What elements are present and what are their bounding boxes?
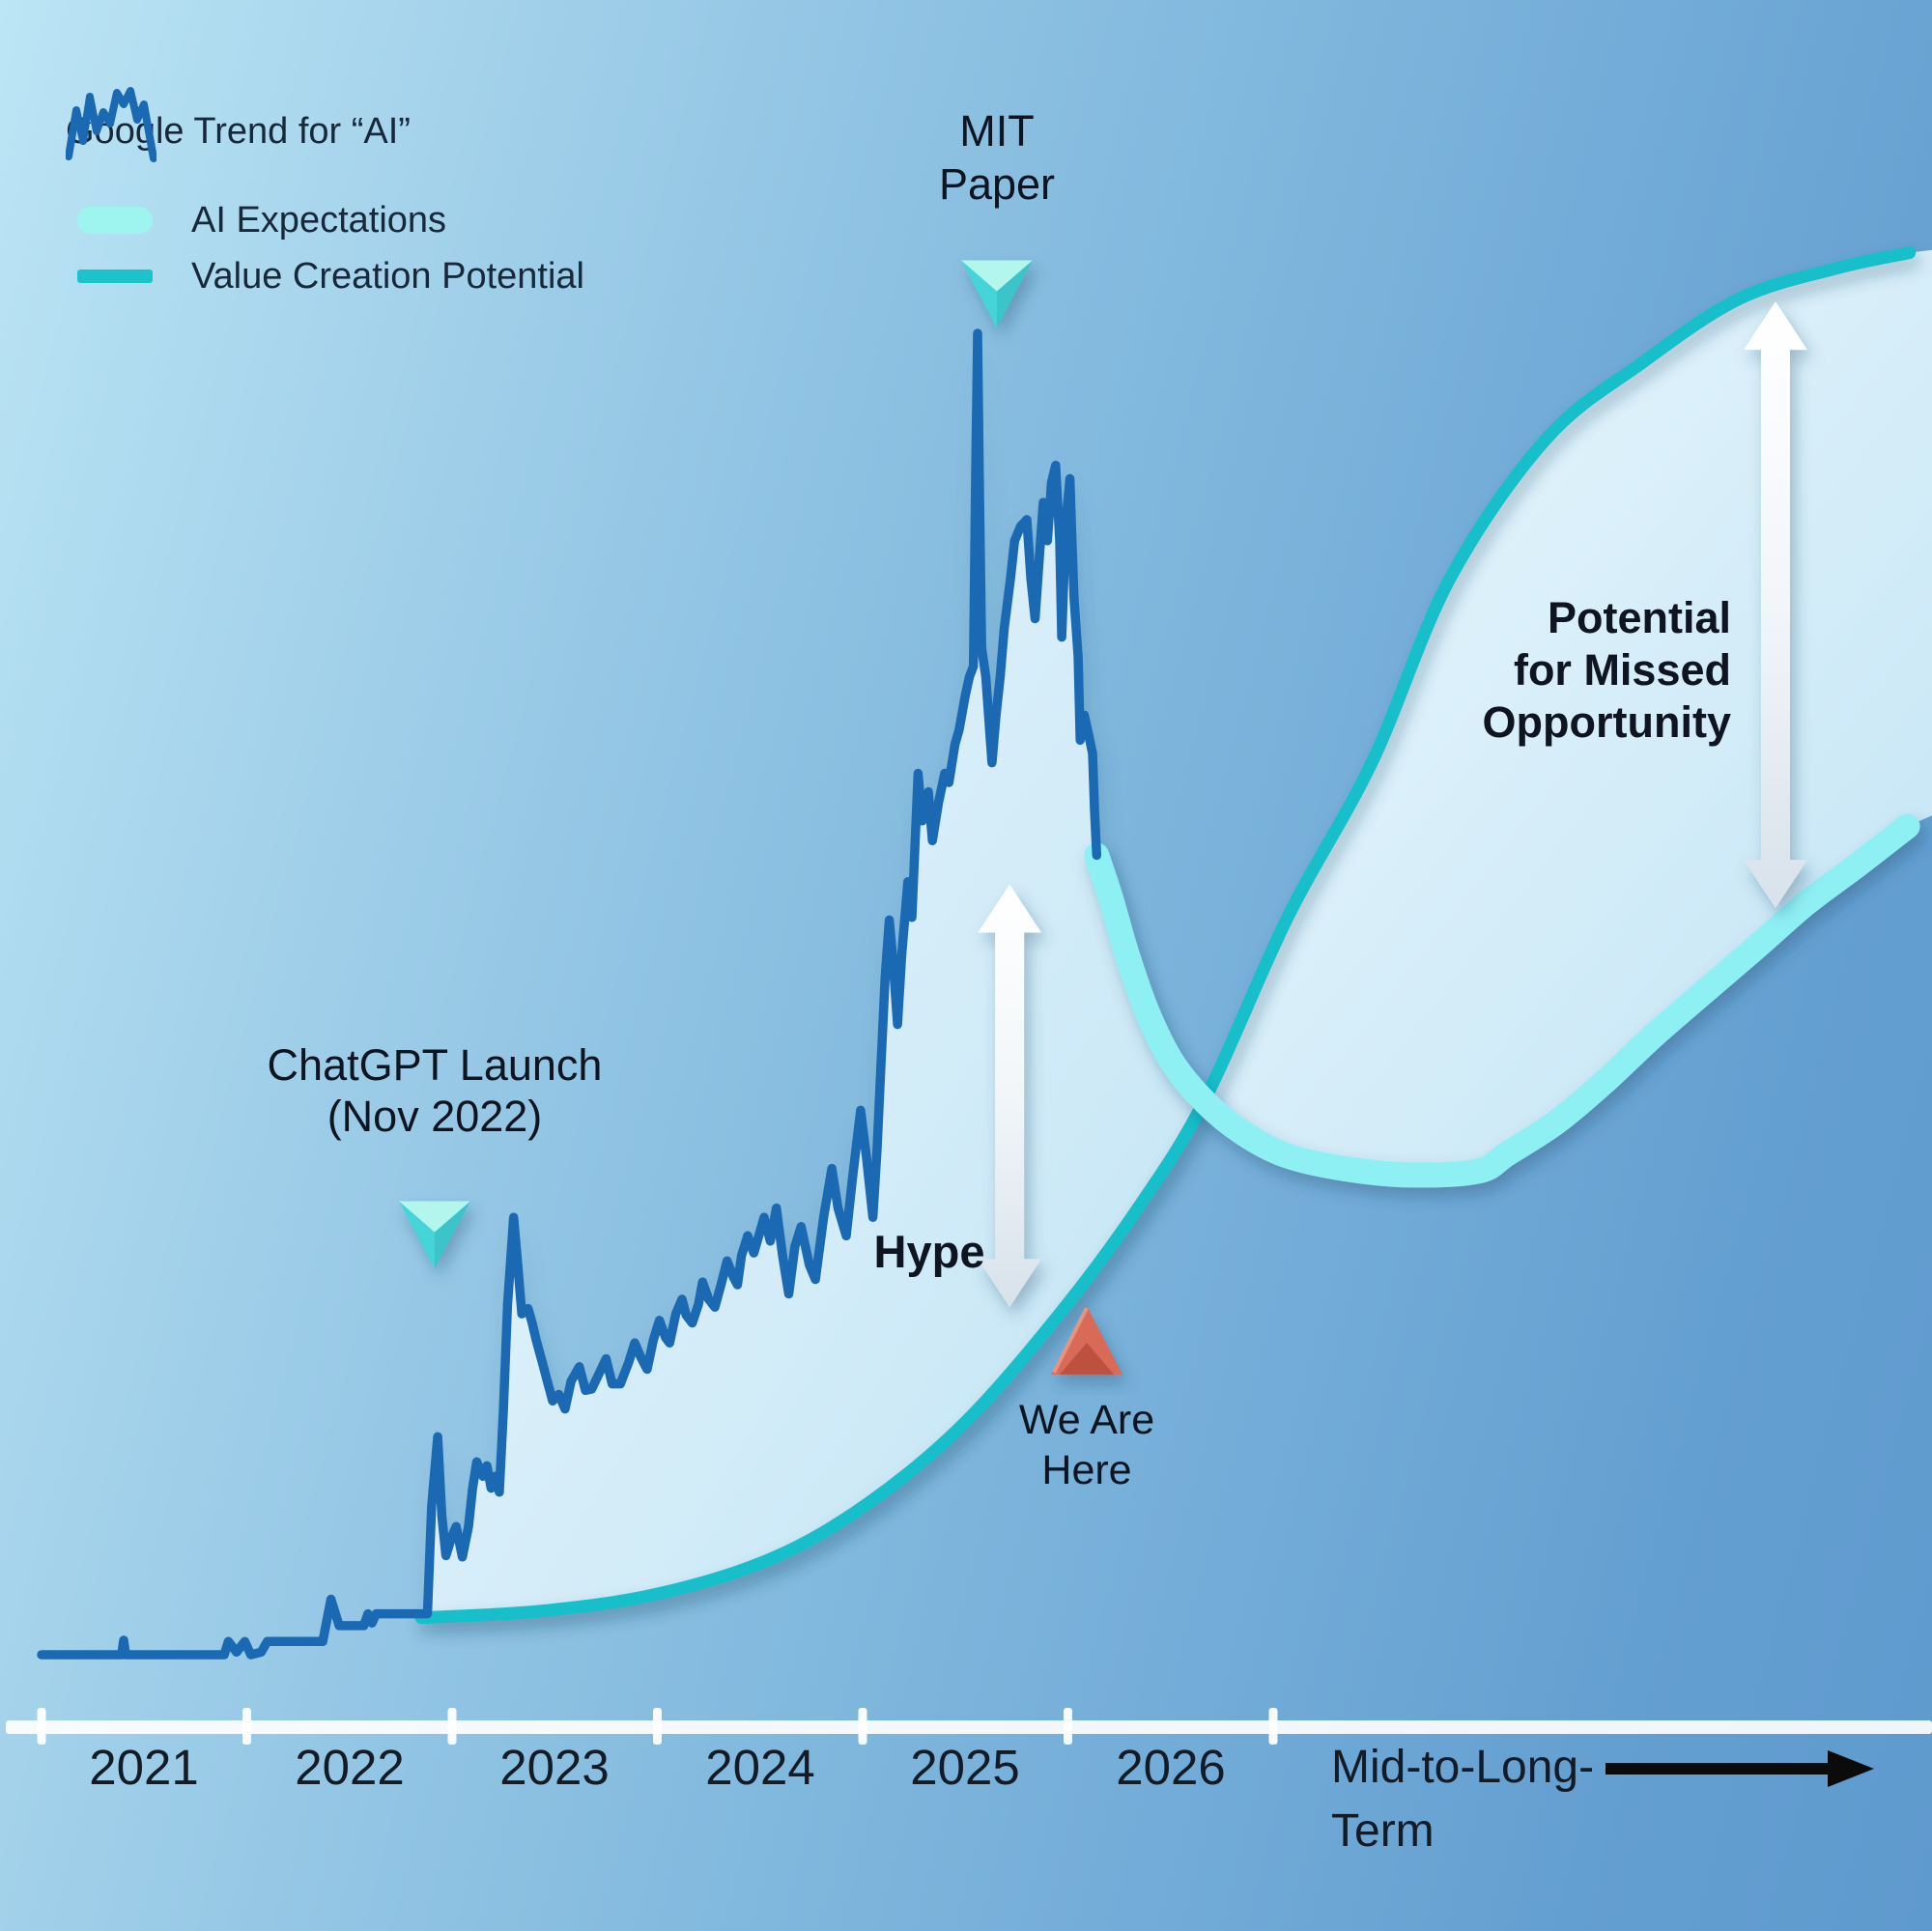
- ai-expectations-line: [1084, 813, 1920, 1188]
- chatgpt-launch-label: ChatGPT Launch (Nov 2022): [267, 1040, 603, 1141]
- axis-tick: [858, 1708, 867, 1745]
- trend-zigzag-icon: [66, 87, 156, 162]
- we-are-here-label: We Are Here: [1018, 1397, 1155, 1493]
- we-are-here-marker-icon: [1051, 1305, 1123, 1375]
- axis-tick: [1064, 1708, 1072, 1745]
- value-creation-swatch-icon: [77, 270, 153, 283]
- legend-label-value-creation: Value Creation Potential: [191, 255, 584, 297]
- axis-year-2024: 2024: [705, 1740, 815, 1795]
- axis-tick: [653, 1708, 662, 1745]
- axis-year-2025: 2025: [910, 1740, 1020, 1795]
- google-trend-line: [37, 328, 1102, 1660]
- axis-year-2021: 2021: [89, 1740, 199, 1795]
- legend-label-google-trend: Google Trend for “AI”: [66, 110, 411, 152]
- legend-label-ai-expectations: AI Expectations: [191, 199, 447, 241]
- axis-year-2023: 2023: [499, 1740, 610, 1795]
- legend-item-ai-expectations: AI Expectations: [66, 195, 446, 245]
- axis-mid-to-long-term-label: Mid-to-Long- Term: [1331, 1742, 1595, 1857]
- hype-label: Hype: [873, 1226, 985, 1277]
- legend-item-google-trend: Google Trend for “AI”: [66, 85, 411, 178]
- missed-opportunity-double-arrow: [1743, 301, 1807, 909]
- time-forward-arrow: [1605, 1750, 1874, 1787]
- mit-paper-marker-icon: [960, 260, 1033, 328]
- x-axis-line: [6, 1720, 1932, 1734]
- chatgpt-launch-marker-icon: [398, 1201, 470, 1269]
- axis-tick: [1268, 1708, 1278, 1745]
- expectations-swatch-icon: [77, 207, 153, 234]
- axis-tick: [37, 1708, 46, 1745]
- value-creation-potential-line: [414, 246, 1917, 1625]
- axis-year-2022: 2022: [295, 1740, 405, 1795]
- legend-item-value-creation: Value Creation Potential: [66, 251, 584, 301]
- axis-tick: [242, 1708, 251, 1745]
- missed-opportunity-label: Potential for Missed Opportunity: [1482, 593, 1731, 747]
- axis-year-2026: 2026: [1116, 1740, 1226, 1795]
- mit-paper-label: MIT Paper: [938, 106, 1056, 209]
- hype-double-arrow: [978, 884, 1042, 1308]
- axis-tick: [447, 1708, 457, 1745]
